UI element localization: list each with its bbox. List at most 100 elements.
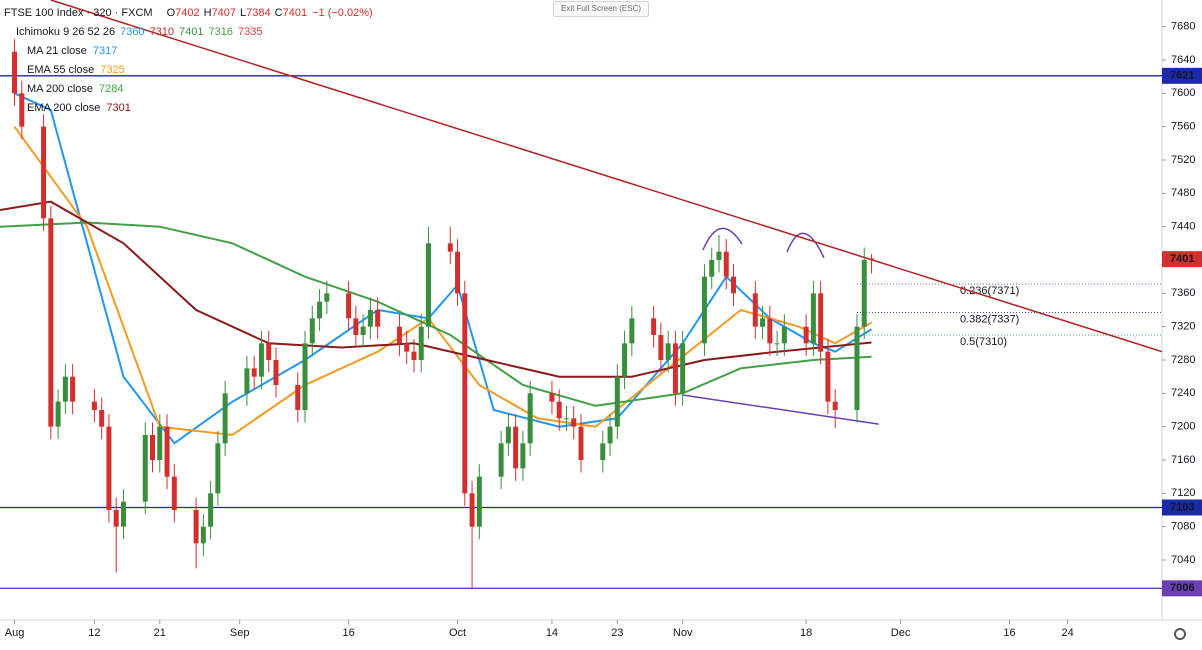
candle-body — [462, 293, 468, 494]
candle-body — [215, 443, 221, 494]
exit-full-screen-button[interactable]: Exit Full Screen (ESC) — [553, 1, 649, 17]
candle-body — [723, 251, 729, 277]
shoulder-arc — [786, 232, 825, 259]
candle-body — [665, 343, 671, 360]
candle-body — [251, 368, 257, 377]
x-tick-label: 12 — [88, 627, 100, 639]
candle-body — [48, 218, 54, 427]
candle-body — [774, 343, 780, 345]
candle-body — [498, 443, 504, 477]
candle-body — [411, 351, 417, 360]
chart-title: FTSE 100 Index · 320 · FXCM — [4, 7, 153, 19]
ohlc-value: 7401 — [283, 7, 307, 19]
candle-body — [716, 251, 722, 260]
candle-body — [731, 276, 737, 294]
ohlc-value: 7384 — [246, 7, 270, 19]
fib-label: 0.5(7310) — [960, 336, 1007, 348]
candle-body — [614, 376, 620, 427]
candle-body — [476, 476, 482, 527]
settings-icon[interactable] — [1174, 628, 1186, 640]
legend-value: 7401 — [179, 26, 203, 38]
y-tick-label: 7120 — [1171, 487, 1195, 499]
candle-body — [258, 343, 264, 377]
candle-body — [818, 293, 824, 352]
y-tick-label: 7200 — [1171, 421, 1195, 433]
price-tag — [1162, 67, 1202, 84]
candle-body — [469, 493, 475, 527]
candle-body — [150, 435, 156, 460]
candle-body — [273, 360, 279, 385]
candle-body — [302, 343, 308, 410]
candle-body — [810, 293, 816, 344]
candle-body — [41, 126, 47, 219]
legend-name: EMA 200 close — [27, 102, 100, 114]
trend-line — [50, 0, 1163, 353]
candle-body — [556, 401, 562, 419]
candle-body — [324, 293, 330, 302]
y-tick-label: 7600 — [1171, 87, 1195, 99]
candle-body — [367, 310, 373, 327]
candle-body — [418, 326, 424, 360]
legend-entry: MA 200 close 7284 — [27, 83, 124, 95]
y-tick-label: 7080 — [1171, 521, 1195, 533]
candle-body — [607, 426, 613, 444]
y-tick-label: 7160 — [1171, 454, 1195, 466]
legend-entry: EMA 200 close 7301 — [27, 102, 131, 114]
candle-body — [781, 326, 787, 344]
candle-body — [825, 351, 831, 402]
candle-body — [106, 426, 112, 510]
candle-body — [12, 51, 18, 94]
candle-body — [629, 318, 635, 344]
candle-body — [171, 476, 177, 510]
price-tag — [1162, 499, 1202, 516]
legend-value: 7310 — [150, 26, 174, 38]
x-tick-label: Nov — [673, 627, 693, 639]
candle-body — [520, 443, 526, 469]
y-tick-label: 7680 — [1171, 21, 1195, 33]
legend-name: Ichimoku 9 26 52 26 — [16, 26, 115, 38]
ohlc-label: C — [275, 7, 283, 19]
ma-line — [13, 126, 872, 437]
x-tick-label: Dec — [891, 627, 911, 639]
candle-body — [353, 318, 359, 335]
candle-body — [527, 393, 533, 444]
candle-body — [549, 393, 555, 402]
header: FTSE 100 Index · 320 · FXCM O7402 H7407 L73… — [4, 7, 373, 19]
legend-value: 7301 — [106, 102, 130, 114]
legend-entry: EMA 55 close 7325 — [27, 64, 125, 76]
candle-body — [672, 343, 678, 394]
x-tick-label: 24 — [1061, 627, 1073, 639]
y-tick-label: 7040 — [1171, 554, 1195, 566]
candle-body — [208, 493, 214, 527]
legend-value: 7360 — [120, 26, 144, 38]
candle-body — [701, 276, 707, 344]
candle-body — [760, 318, 766, 327]
candle-body — [120, 501, 126, 527]
legend-value: 7325 — [100, 64, 124, 76]
candle-body — [600, 443, 606, 460]
price-tag-label: 7621 — [1170, 70, 1194, 82]
gear-ring[interactable] — [1174, 628, 1186, 640]
legend-entry: Ichimoku 9 26 52 26 7360 7310 7401 7316 7335 — [16, 26, 263, 38]
candle-body — [164, 426, 170, 477]
candle-body — [709, 260, 715, 277]
candle-body — [651, 318, 657, 335]
candle-body — [425, 243, 431, 327]
x-tick-label: 16 — [1003, 627, 1015, 639]
candle-body — [563, 418, 569, 420]
ohlc-value: 7407 — [212, 7, 236, 19]
candle-body — [244, 368, 250, 394]
candle-body — [266, 343, 272, 360]
change: −1 (−0.02%) — [312, 7, 373, 19]
candle-body — [91, 401, 97, 410]
candle-body — [832, 401, 838, 410]
legend-name: MA 21 close — [27, 45, 87, 57]
ma-line — [0, 221, 872, 407]
candle-body — [19, 93, 25, 127]
candle-body — [142, 435, 148, 502]
candle-body — [854, 326, 860, 410]
x-tick-label: Oct — [449, 627, 466, 639]
price-tag-label: 7103 — [1170, 501, 1194, 513]
